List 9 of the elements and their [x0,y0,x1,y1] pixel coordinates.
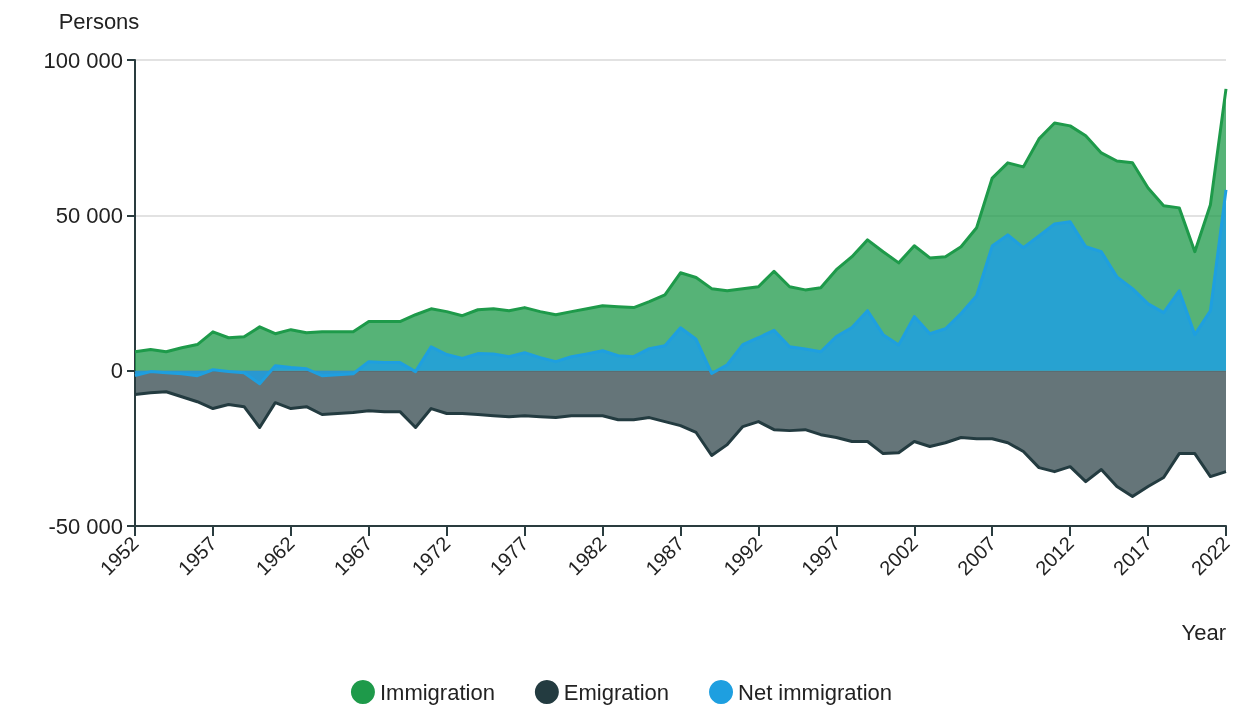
legend-label: Net immigration [738,679,893,705]
y-tick-label: 0 [110,358,123,384]
y-axis-title: Persons [58,8,140,34]
x-axis-title: Year [1181,619,1226,645]
y-tick-label: -50 000 [48,513,123,539]
y-tick-label: 100 000 [43,47,123,73]
legend-label: Emigration [563,679,670,705]
legend-label: Immigration [379,679,495,705]
y-tick-label: 50 000 [55,202,123,228]
